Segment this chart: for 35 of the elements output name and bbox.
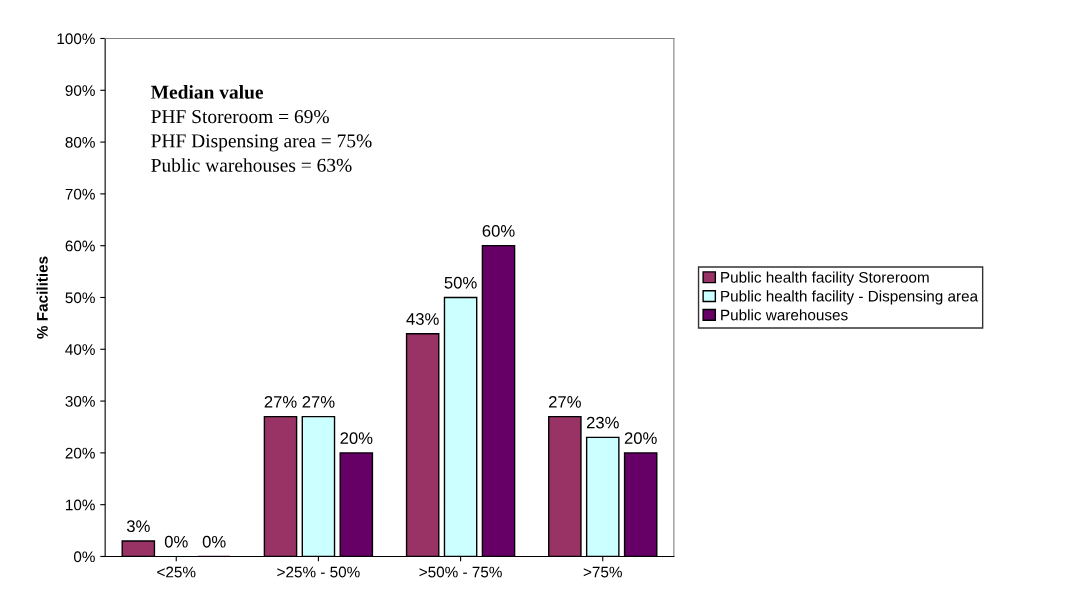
y-tick-label: 70%: [65, 188, 95, 200]
y-tick-label: 0%: [73, 551, 95, 563]
data-label: 27%: [302, 395, 335, 408]
annotation: Median value: [150, 85, 264, 99]
x-tick-label: >75%: [583, 566, 622, 578]
y-tick-label: 100%: [57, 33, 95, 45]
y-tick-label: 90%: [65, 85, 95, 96]
data-label: 20%: [340, 432, 373, 445]
legend-label: Public health facility - Dispensing area: [721, 290, 979, 305]
y-axis-title: % Facilities: [36, 256, 48, 339]
data-label: 60%: [482, 225, 515, 237]
legend-label: Public warehouses: [721, 309, 848, 321]
legend-label: Public health facility Storeroom: [721, 271, 929, 286]
annotation: Public warehouses = 63%: [151, 158, 352, 172]
data-label: 0%: [164, 535, 188, 548]
data-label: 27%: [264, 395, 297, 408]
x-tick-label: >50% - 75%: [419, 566, 502, 578]
data-label: 0%: [202, 535, 226, 548]
y-tick-label: 60%: [65, 240, 95, 252]
annotation: PHF Dispensing area = 75%: [151, 134, 372, 152]
x-tick-label: <25%: [157, 566, 196, 578]
annotation: PHF Storeroom = 69%: [151, 110, 329, 124]
data-label: 50%: [444, 276, 477, 289]
data-label: 23%: [586, 416, 619, 429]
x-tick-label: >25% - 50%: [277, 566, 360, 578]
data-label: 3%: [126, 520, 150, 533]
y-tick-label: 50%: [65, 292, 95, 304]
data-label: 20%: [624, 432, 657, 445]
y-tick-label: 40%: [65, 344, 95, 355]
y-tick-label: 20%: [65, 447, 95, 459]
y-tick-label: 80%: [65, 136, 95, 148]
y-tick-label: 30%: [65, 395, 95, 407]
data-label: 43%: [406, 313, 439, 325]
y-tick-label: 10%: [66, 499, 95, 511]
data-label: 27%: [549, 395, 581, 408]
